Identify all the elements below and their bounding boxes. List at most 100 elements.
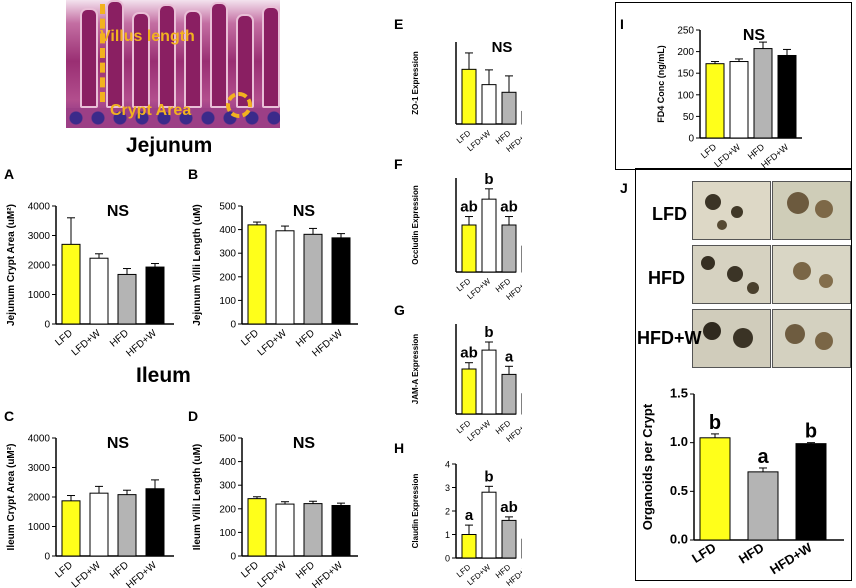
chart-f-occludin-expression: Occludin ExpressionabLFDbLFD+WabHFDaHFD+…	[411, 171, 522, 300]
y-tick-label: 1	[445, 530, 450, 540]
bar-hfd-plus-w	[145, 266, 165, 325]
significance-letter: b	[484, 171, 493, 188]
bar-hfd-plus-w	[331, 504, 351, 557]
category-label: HFD	[294, 328, 317, 350]
y-axis-label: Organoids per Crypt	[640, 403, 655, 530]
bar-hfd-plus-w	[795, 443, 827, 541]
panel-label-e: E	[394, 16, 404, 32]
significance-letter: b	[484, 324, 493, 341]
bar-lfd	[247, 498, 267, 557]
significance-letter: a	[757, 446, 769, 468]
significance-letter: a	[465, 507, 474, 524]
crypt-area-label: Crypt Area	[110, 102, 192, 119]
y-tick-label: 200	[677, 47, 694, 58]
bar-lfd-plus-w	[89, 492, 109, 557]
organoid-photo-hfd-1	[692, 245, 771, 304]
category-label: LFD+W	[70, 560, 104, 588]
panel-j-frame	[635, 168, 852, 581]
significance-letter: b	[805, 421, 817, 443]
organoid-row-label-hfd: HFD	[648, 268, 685, 288]
y-tick-label: 1000	[28, 290, 51, 301]
bar-lfd	[61, 243, 81, 325]
bar-hfd	[753, 48, 773, 139]
bar-lfd	[247, 224, 267, 325]
bar-hfd	[303, 233, 323, 325]
bar-lfd-plus-w	[481, 198, 497, 273]
category-label: LFD	[239, 328, 261, 349]
bar-lfd	[705, 63, 725, 139]
category-label: LFD+W	[70, 328, 104, 359]
bar-hfd	[303, 503, 323, 557]
category-label: HFD+W	[124, 560, 159, 588]
category-label: LFD	[53, 328, 75, 349]
y-tick-label: 100	[219, 528, 236, 539]
category-label: LFD+W	[466, 562, 493, 586]
organoid-row-label-lfd: LFD	[652, 204, 687, 224]
panel-label-a: A	[4, 166, 15, 182]
organoid-photo-lfd-2	[772, 181, 851, 240]
chart-j-organoids-per-crypt: 0.0 0.5 1.0 1.5 Organoids per Crypt b LFD a HFD b…	[640, 386, 844, 577]
significance-letter: b	[484, 468, 493, 485]
y-tick-label: 1.0	[670, 434, 688, 449]
crypt-area-marker	[226, 92, 252, 118]
y-tick-label: 3000	[28, 231, 51, 242]
y-tick-label: 150	[677, 69, 694, 80]
panel-label-h: H	[394, 440, 405, 456]
panel-label-g: G	[394, 302, 405, 318]
y-tick-label: 0	[44, 320, 50, 331]
chart-b-jejunum-villi-length: 0 100 200 300 400 500 Jejunum Villi Length (uM…	[192, 202, 358, 359]
panel-label-c: C	[4, 408, 15, 424]
significance-letter: ab	[500, 199, 518, 216]
y-axis-label: ZO-1 Expression	[411, 51, 420, 115]
y-tick-label: 2	[445, 507, 450, 517]
y-tick-label: 3	[445, 483, 450, 493]
bar-hfd-plus-w	[145, 488, 165, 557]
bar-hfd-plus-w	[777, 54, 797, 139]
y-tick-label: 100	[677, 90, 694, 101]
category-label: HFD+W	[124, 328, 159, 360]
chart-d-ileum-villi-length: 0 100 200 300 400 500 Ileum Villi Length (uM) L…	[192, 434, 358, 588]
significance-letter: ab	[460, 199, 478, 216]
bar-lfd	[61, 500, 81, 557]
y-tick-label: 1.5	[670, 386, 688, 401]
y-tick-label: 100	[219, 296, 236, 307]
y-axis-label: Jejunum Crypt Area (uM²)	[6, 204, 17, 326]
y-tick-label: 500	[219, 434, 236, 445]
panel-label-f: F	[394, 156, 403, 172]
y-tick-label: 4000	[28, 202, 51, 213]
panel-label-d: D	[188, 408, 199, 424]
bar-lfd-plus-w	[729, 61, 749, 139]
jejunum-title: Jejunum	[126, 134, 213, 157]
organoid-photo-hfdw-1	[692, 309, 771, 368]
panel-i-frame	[615, 2, 852, 170]
y-axis-label: Ileum Crypt Area (uM²)	[6, 444, 17, 551]
villus-length-label: Villus length	[100, 28, 195, 45]
category-label: HFD	[108, 560, 131, 582]
y-tick-label: 200	[219, 272, 236, 283]
y-tick-label: 4	[445, 460, 450, 470]
ns-annotation: NS	[743, 27, 766, 44]
category-label: LFD+W	[466, 276, 493, 300]
bar-lfd	[461, 224, 477, 273]
y-tick-label: 4000	[28, 434, 51, 445]
category-label: LFD+W	[466, 418, 493, 442]
ns-annotation: NS	[492, 39, 513, 56]
panel-label-j: J	[620, 180, 628, 196]
y-tick-label: 250	[677, 26, 694, 37]
significance-letter: b	[709, 412, 721, 434]
bar-lfd	[461, 68, 477, 125]
category-label: HFD	[108, 328, 131, 350]
chart-c-ileum-crypt-area: 0 1000 2000 3000 4000 Ileum Crypt Area (uM²) L…	[6, 434, 174, 588]
category-label: HFD+W	[767, 539, 815, 577]
category-label: HFD	[294, 560, 317, 582]
y-tick-label: 3000	[28, 463, 51, 474]
y-axis-label: Jejunum Villi Length (uM)	[192, 204, 203, 325]
y-tick-label: 400	[219, 225, 236, 236]
category-label: HFD+W	[759, 142, 791, 168]
y-tick-label: 200	[219, 504, 236, 515]
y-tick-label: 2000	[28, 261, 51, 272]
bar-hfd	[501, 519, 517, 559]
